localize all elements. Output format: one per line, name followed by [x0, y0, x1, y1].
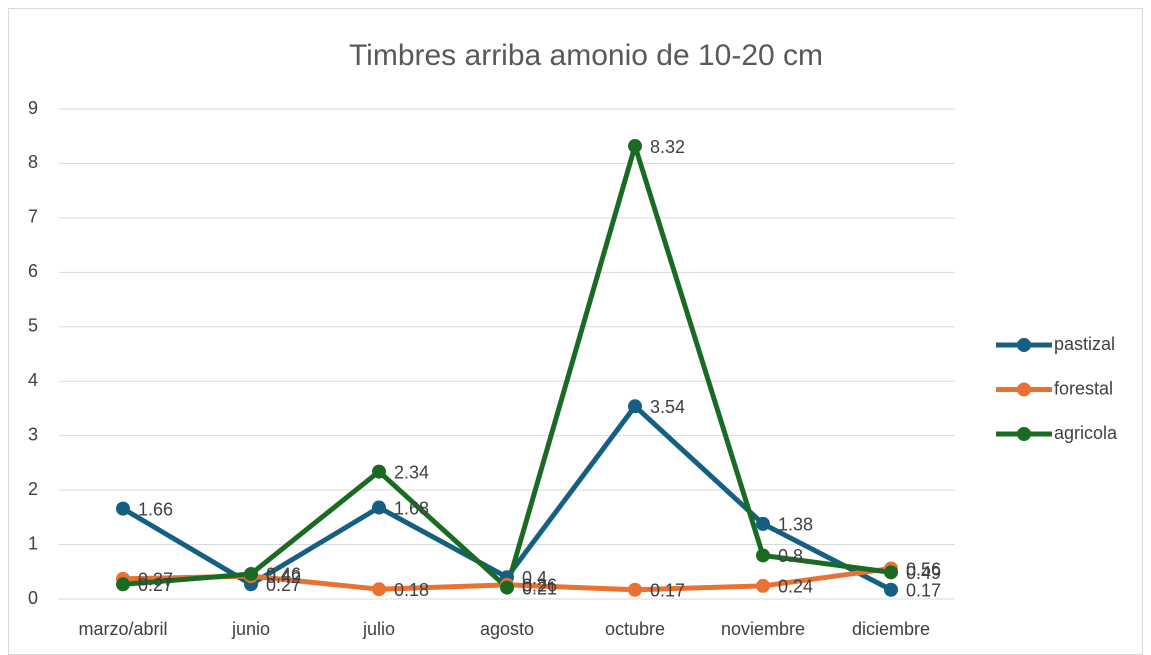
data-label: 0.26	[522, 576, 557, 596]
legend-label: agricola	[1054, 423, 1118, 443]
y-tick-label: 0	[28, 588, 38, 608]
data-point	[116, 501, 130, 516]
x-tick-label: junio	[231, 619, 270, 639]
x-tick-label: octubre	[605, 619, 665, 639]
data-point	[116, 577, 130, 592]
data-label: 3.54	[650, 397, 685, 417]
legend-label: forestal	[1054, 378, 1113, 398]
data-label: 1.66	[138, 499, 173, 519]
y-tick-label: 9	[28, 98, 38, 118]
data-label: 0.37	[138, 570, 173, 590]
data-point	[500, 580, 514, 595]
x-tick-label: agosto	[480, 619, 534, 639]
data-label: 0.24	[778, 577, 813, 597]
y-tick-label: 5	[28, 316, 38, 336]
data-label: 0.56	[906, 559, 941, 579]
y-tick-label: 2	[28, 479, 38, 499]
data-label: 0.17	[906, 580, 941, 600]
y-tick-label: 6	[28, 261, 38, 281]
data-label: 0.42	[266, 567, 301, 587]
y-tick-label: 4	[28, 370, 38, 390]
data-point	[628, 582, 642, 597]
data-point	[756, 516, 770, 531]
y-tick-label: 7	[28, 207, 38, 227]
x-tick-label: julio	[362, 619, 395, 639]
data-point	[628, 399, 642, 414]
legend-marker	[1017, 427, 1031, 441]
data-label: 1.68	[394, 498, 429, 518]
data-point	[372, 464, 386, 479]
data-point	[244, 566, 258, 581]
y-tick-label: 8	[28, 152, 38, 172]
data-label: 0.27	[266, 575, 301, 595]
data-point	[628, 139, 642, 154]
data-point	[884, 565, 898, 580]
legend-marker	[1017, 382, 1031, 397]
data-label: 8.32	[650, 137, 685, 157]
data-point	[756, 578, 770, 593]
data-label: 0.21	[522, 578, 557, 598]
data-point	[372, 500, 386, 515]
data-label: 0.17	[650, 580, 685, 600]
x-tick-label: marzo/abril	[78, 619, 167, 639]
data-point	[884, 582, 898, 597]
legend-marker	[1017, 338, 1031, 352]
data-label: 1.38	[778, 515, 813, 535]
y-tick-label: 3	[28, 424, 38, 444]
x-tick-label: noviembre	[721, 619, 805, 639]
chart-title: Timbres arriba amonio de 10-20 cm	[349, 39, 823, 72]
y-tick-label: 1	[28, 533, 38, 553]
data-label: 0.46	[266, 565, 301, 585]
data-label: 0.27	[138, 575, 173, 595]
legend-label: pastizal	[1054, 334, 1115, 354]
data-label: 0.4	[522, 568, 547, 588]
data-label: 2.34	[394, 462, 429, 482]
x-tick-label: diciembre	[852, 619, 930, 639]
data-point	[756, 548, 770, 563]
data-label: 0.8	[778, 546, 803, 566]
data-point	[372, 582, 386, 597]
data-label: 0.18	[394, 580, 429, 600]
chart-border	[8, 8, 1143, 655]
data-label: 0.49	[906, 563, 941, 583]
